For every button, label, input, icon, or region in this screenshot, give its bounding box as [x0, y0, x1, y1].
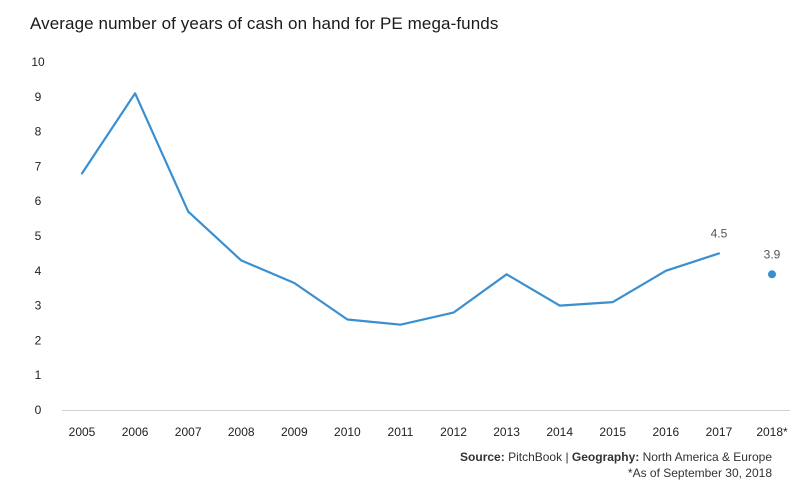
data-label: 3.9	[764, 247, 781, 261]
chart-title: Average number of years of cash on hand …	[30, 14, 499, 33]
x-tick-label: 2009	[281, 425, 308, 439]
y-tick-label: 10	[31, 55, 45, 69]
source-label: Source:	[460, 450, 505, 464]
y-tick-label: 1	[35, 368, 42, 382]
series-line	[80, 92, 721, 326]
x-tick-label: 2016	[652, 425, 679, 439]
x-tick-label: 2006	[122, 425, 149, 439]
x-tick-label: 2008	[228, 425, 255, 439]
x-tick-label: 2011	[388, 425, 414, 439]
data-label: 4.5	[711, 226, 728, 240]
y-tick-label: 9	[35, 90, 42, 104]
x-tick-label: 2010	[334, 425, 361, 439]
geography-value: North America & Europe	[642, 450, 772, 464]
data-labels: 4.5 3.9	[711, 226, 781, 261]
source-line: Source: PitchBook | Geography: North Ame…	[460, 450, 772, 464]
y-tick-label: 8	[35, 125, 42, 139]
x-tick-label: 2017	[706, 425, 733, 439]
x-tick-label: 2014	[546, 425, 573, 439]
x-axis-ticks: 2005 2006 2007 2008 2009 2010 2011 2012 2013 2014…	[69, 425, 788, 439]
y-tick-label: 4	[35, 264, 42, 278]
y-tick-label: 6	[35, 194, 42, 208]
x-tick-label: 2015	[599, 425, 626, 439]
y-tick-label: 3	[35, 299, 42, 313]
y-tick-label: 5	[35, 229, 42, 243]
footnote: *As of September 30, 2018	[627, 466, 772, 480]
series-group	[80, 92, 776, 326]
y-tick-label: 0	[35, 403, 42, 417]
y-axis-ticks: 0 1 2 3 4 5 6 7 8 9 10	[31, 55, 45, 417]
data-point	[768, 270, 776, 279]
x-tick-label: 2013	[493, 425, 520, 439]
x-tick-label: 2018*	[756, 425, 788, 439]
source-value: PitchBook	[508, 450, 563, 464]
y-tick-label: 7	[35, 159, 42, 173]
x-tick-label: 2012	[440, 425, 467, 439]
y-tick-label: 2	[35, 333, 42, 347]
x-tick-label: 2005	[69, 425, 96, 439]
footer-separator: |	[565, 450, 569, 464]
x-tick-label: 2007	[175, 425, 202, 439]
geography-label: Geography:	[571, 450, 640, 464]
